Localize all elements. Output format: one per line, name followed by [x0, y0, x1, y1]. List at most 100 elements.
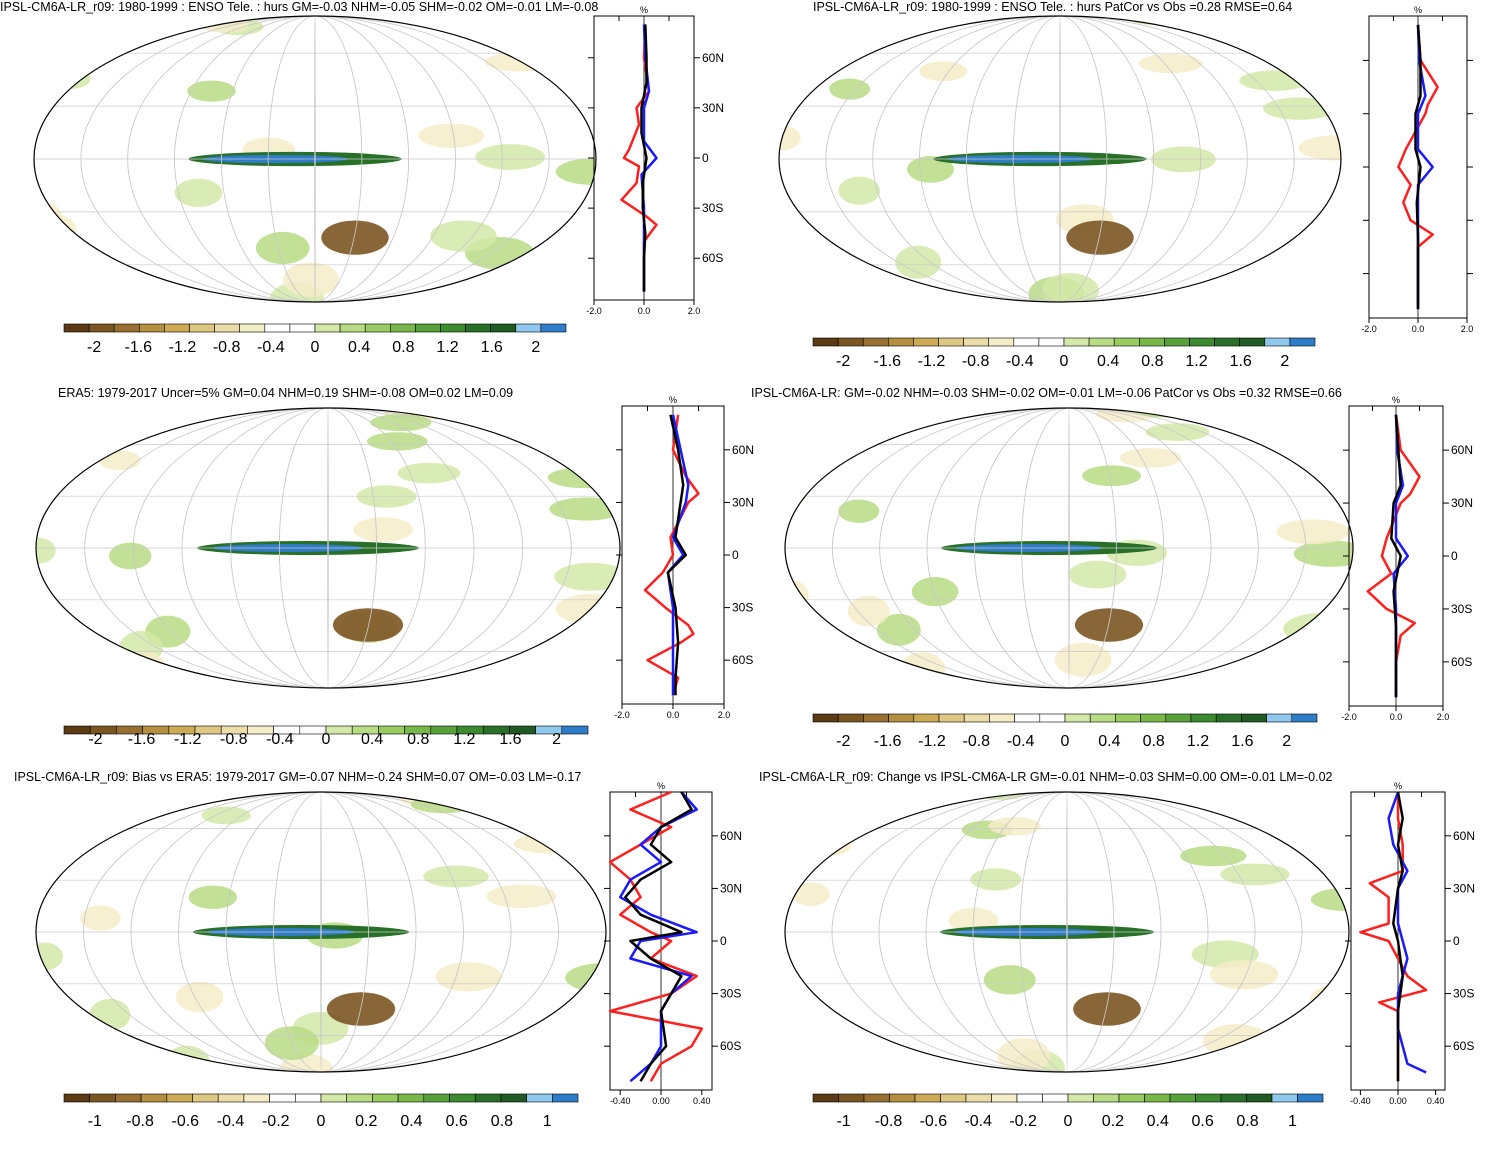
colorbar-label: -0.4	[266, 731, 294, 748]
colorbar-swatch	[1138, 337, 1165, 347]
colorbar-label: -0.4	[217, 1113, 245, 1130]
colorbar-swatch	[965, 1093, 992, 1103]
colorbar-label: 0	[317, 1113, 326, 1130]
map-border	[35, 407, 621, 689]
x-tick-label: 0.00	[652, 1096, 670, 1106]
colorbar-swatch	[963, 713, 990, 723]
colorbar-label: 1.2	[453, 731, 475, 748]
colorbar-swatch	[294, 1093, 322, 1103]
colorbar-swatch	[63, 725, 91, 735]
colorbar-swatch	[88, 323, 115, 333]
colorbar-swatch	[1088, 337, 1115, 347]
panel-title: ERA5: 1979-2017 Uncer=5% GM=0.04 NHM=0.1…	[58, 386, 514, 400]
colorbar-label: -1.6	[874, 733, 902, 750]
colorbar-swatch	[863, 1093, 890, 1103]
colorbar-swatch	[1169, 1093, 1196, 1103]
black-curve	[1414, 24, 1422, 310]
x-tick-label: 2.0	[1437, 712, 1450, 722]
lat-label: 0	[1453, 934, 1460, 948]
colorbar-swatch	[1246, 1093, 1273, 1103]
colorbar-label: 2	[1282, 733, 1291, 750]
map	[34, 16, 596, 302]
panel-figure: % -2.0 0.0 2.0 -2 -1.6 -1.2 -0.8 -0.4 0 0.4 0.8 1.2 1…	[778, 5, 1473, 370]
colorbar-swatch	[192, 1093, 219, 1103]
colorbar-label: -0.8	[213, 339, 241, 356]
x-tick-label: 0.40	[1427, 1096, 1445, 1106]
colorbar-label: -0.6	[172, 1113, 200, 1130]
colorbar-swatch	[526, 1093, 553, 1103]
black-curve	[1392, 791, 1404, 1082]
lat-label: 60S	[1453, 1039, 1474, 1053]
colorbar-swatch	[63, 1093, 91, 1103]
colorbar-label: -1	[836, 1113, 850, 1130]
colorbar-swatch	[1189, 337, 1215, 347]
colorbar-swatch	[1266, 713, 1293, 723]
x-tick-label: -2.0	[614, 710, 630, 720]
colorbar-swatch	[115, 1093, 142, 1103]
colorbar-swatch	[449, 1093, 476, 1103]
colorbar-label: 1.2	[1185, 353, 1207, 370]
colorbar: -2 -1.6 -1.2 -0.8 -0.4 0 0.4 0.8 1.2 1.6 2	[812, 713, 1318, 750]
colorbar-swatch	[166, 1093, 193, 1103]
colorbar-label: -0.2	[1009, 1113, 1037, 1130]
red-curve	[1359, 792, 1428, 1082]
colorbar-label: 1.6	[481, 339, 503, 356]
lat-label: 60N	[732, 443, 754, 457]
colorbar-label: -0.8	[875, 1113, 903, 1130]
colorbar-swatch	[812, 337, 839, 347]
colorbar-swatch	[837, 713, 864, 723]
panel-figure: % -2.0 0.0 2.0 60N 30N 0 30S 60S -2 -1.6 -1.2 -0.8 -0…	[33, 5, 724, 356]
colorbar-swatch	[1214, 337, 1241, 347]
colorbar-swatch	[1063, 337, 1090, 347]
colorbar-swatch	[139, 323, 165, 333]
colorbar: -1 -0.8 -0.6 -0.4 -0.2 0 0.2 0.4 0.6 0.8 1	[812, 1093, 1324, 1130]
map-border	[35, 791, 607, 1073]
colorbar-swatch	[561, 725, 589, 735]
lat-label: 60S	[720, 1039, 741, 1053]
colorbar-swatch	[1093, 1093, 1120, 1103]
colorbar-swatch	[888, 337, 914, 347]
red-curve	[620, 24, 658, 292]
colorbar-swatch	[889, 1093, 916, 1103]
colorbar-swatch	[913, 713, 940, 723]
colorbar-swatch	[938, 713, 965, 723]
colorbar-swatch	[372, 1093, 399, 1103]
colorbar-label: 1.6	[1230, 353, 1252, 370]
colorbar-label: 0.4	[1097, 353, 1119, 370]
colorbar-swatch	[500, 1093, 527, 1103]
colorbar-swatch	[1016, 1093, 1043, 1103]
panel-title: IPSL-CM6A-LR_r09: Bias vs ERA5: 1979-201…	[14, 770, 582, 784]
colorbar-label: -1.6	[874, 353, 902, 370]
black-curve	[666, 414, 688, 696]
x-tick-label: 0.0	[638, 306, 651, 316]
x-tick-label: -2.0	[1361, 324, 1377, 334]
map-border	[33, 15, 597, 303]
colorbar-swatch	[474, 1093, 502, 1103]
zonal-profile: % -2.0 0.0 2.0 60N 30N 0 30S 60S	[614, 395, 754, 720]
colorbar-label: 0.4	[348, 339, 370, 356]
colorbar-label: 0.8	[1143, 733, 1165, 750]
lat-label: 60N	[702, 51, 724, 65]
colorbar-swatch	[1042, 1093, 1069, 1103]
colorbar-label: -1.2	[174, 731, 202, 748]
colorbar-swatch	[888, 713, 915, 723]
colorbar-swatch	[1271, 1093, 1298, 1103]
colorbar-swatch	[540, 323, 567, 333]
colorbar-swatch	[862, 337, 889, 347]
colorbar-swatch	[1014, 713, 1041, 723]
zonal-profile: % -2.0 0.0 2.0	[1361, 5, 1473, 334]
x-tick-label: 2.0	[688, 306, 701, 316]
colorbar-label: 0	[1060, 353, 1069, 370]
colorbar-swatch	[1164, 337, 1190, 347]
colorbar-swatch	[217, 1093, 245, 1103]
colorbar-swatch	[264, 323, 291, 333]
profile-unit: %	[1394, 781, 1402, 791]
map	[779, 16, 1341, 302]
colorbar-label: -0.8	[963, 733, 991, 750]
map-border	[784, 407, 1354, 689]
panel-5: IPSL-CM6A-LR_r09: Bias vs ERA5: 1979-201…	[0, 770, 744, 1149]
lat-label: 30S	[1453, 987, 1474, 1001]
colorbar-label: -1.2	[918, 733, 946, 750]
colorbar-swatch	[1067, 1093, 1094, 1103]
colorbar: -1 -0.8 -0.6 -0.4 -0.2 0 0.2 0.4 0.6 0.8 1	[63, 1093, 579, 1130]
